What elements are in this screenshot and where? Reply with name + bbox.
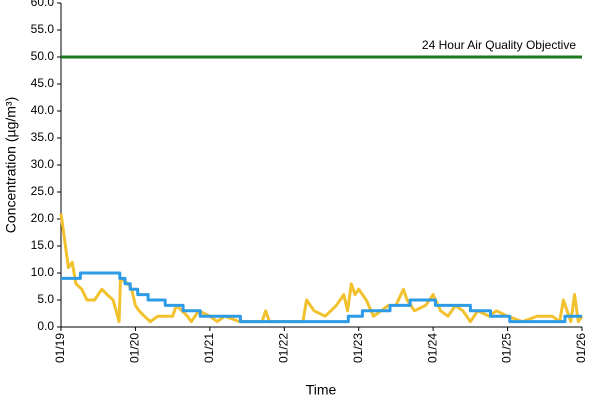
y-tick-label: 50.0: [31, 49, 55, 63]
x-tick-label: 01/19: [53, 333, 67, 363]
y-tick-label: 40.0: [31, 103, 55, 117]
series-line: [61, 271, 582, 324]
line-annotation: 24 Hour Air Quality Objective: [422, 38, 576, 52]
y-tick-label: 30.0: [31, 157, 55, 171]
y-axis-label: Concentration (µg/m³): [3, 97, 19, 233]
x-tick-label: 01/26: [574, 333, 588, 363]
x-tick-label: 01/23: [351, 333, 365, 363]
x-tick-label: 01/24: [425, 333, 439, 363]
x-axis-label: Time: [306, 382, 337, 398]
y-tick-label: 10.0: [31, 265, 55, 279]
y-tick-label: 25.0: [31, 184, 55, 198]
x-tick-label: 01/22: [276, 333, 290, 363]
x-tick-label: 01/20: [128, 333, 142, 363]
y-tick-label: 55.0: [31, 22, 55, 36]
y-tick-label: 45.0: [31, 76, 55, 90]
y-tick-label: 35.0: [31, 130, 55, 144]
series-line: [59, 213, 584, 324]
y-tick-label: 5.0: [37, 292, 54, 306]
y-tick-label: 15.0: [31, 238, 55, 252]
y-tick-label: 60.0: [31, 0, 55, 9]
y-tick-label: 20.0: [31, 211, 55, 225]
x-tick-label: 01/21: [202, 333, 216, 363]
x-tick-label: 01/25: [500, 333, 514, 363]
y-tick-label: 0.0: [37, 319, 54, 333]
